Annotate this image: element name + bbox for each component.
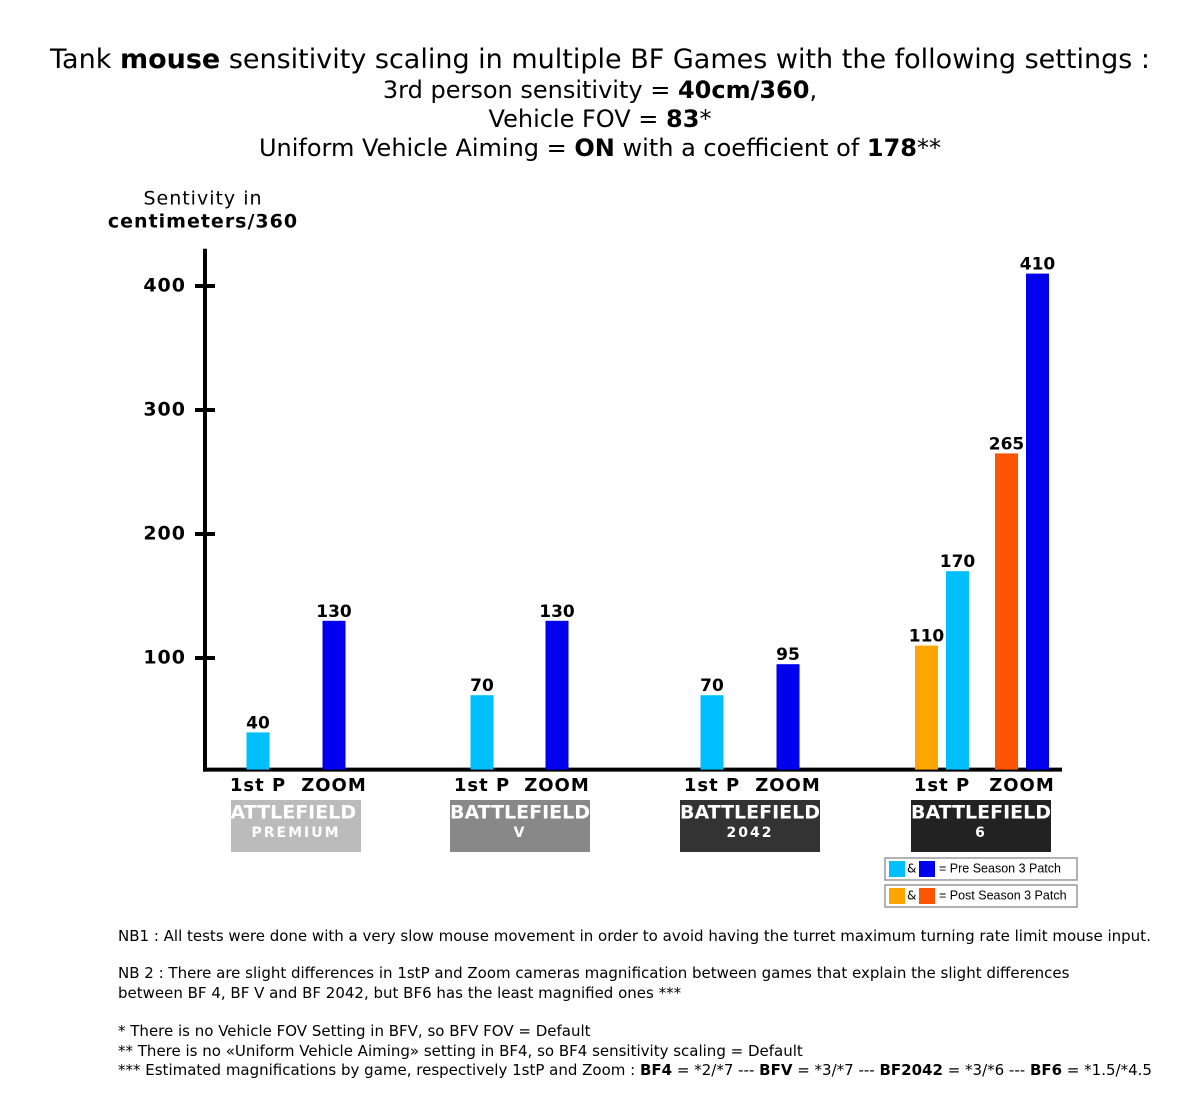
legend-swatch [919,888,935,904]
bar [946,571,969,770]
data-label: 70 [470,676,494,696]
text-segment: = *1.5/*4.5 [1062,1061,1152,1079]
x-tick-label: 1st P [230,775,286,796]
text-line: NB 2 : There are slight differences in 1… [118,964,1070,982]
legend-joiner: & [907,862,916,876]
text-segment: BF6 [1030,1061,1062,1079]
data-label: 410 [1020,255,1056,275]
text-segment: with a coefficient of [615,134,867,162]
bar [545,620,569,770]
legend-joiner: & [907,889,916,903]
y-axis-label: Sentivity in [143,188,262,210]
bar [776,664,800,770]
y-tick-label: 300 [143,399,186,421]
text-segment: * There is no Vehicle FOV Setting in BFV… [118,1022,591,1040]
y-tick-label: 200 [143,523,186,545]
logo-text: V [514,825,527,841]
x-tick-label: 1st P [454,775,510,796]
text-line: *** Estimated magnifications by game, re… [118,1061,1152,1079]
bar [700,695,724,770]
y-tick-label: 100 [143,647,186,669]
x-tick-label: ZOOM [524,775,590,796]
text-segment: NB1 : All tests were done with a very sl… [118,927,1151,945]
legend-label: = Pre Season 3 Patch [939,861,1061,875]
text-line: Tank mouse sensitivity scaling in multip… [49,44,1150,75]
x-tick-label: ZOOM [989,775,1055,796]
x-tick-label: ZOOM [301,775,367,796]
text-segment: 178 [867,134,917,162]
text-segment: = *3/*7 --- [792,1061,879,1079]
text-segment: Vehicle FOV = [489,105,667,133]
y-axis-label: centimeters/360 [108,211,298,233]
legend-swatch [919,861,935,877]
game-logo [231,800,361,852]
logo-text: BATTLEFIELD [680,802,820,824]
x-tick-label: 1st P [914,775,970,796]
game-logo [680,800,820,852]
text-segment: , [809,76,817,104]
x-tick-label: ZOOM [755,775,821,796]
text-segment: 3rd person sensitivity = [383,76,678,104]
text-line: NB1 : All tests were done with a very sl… [118,927,1151,945]
text-line: ** There is no «Uniform Vehicle Aiming» … [118,1042,803,1060]
logo-text: 6 [975,825,987,841]
bar [246,732,270,770]
logo-text: BATTLEFIELD [911,802,1051,824]
data-label: 95 [776,645,800,665]
bar [995,453,1018,770]
text-line: Uniform Vehicle Aiming = ON with a coeff… [259,134,941,162]
data-label: 170 [940,552,976,572]
text-segment: *** Estimated magnifications by game, re… [118,1061,640,1079]
text-segment: * [699,105,711,133]
text-segment: ON [574,134,615,162]
text-segment: mouse [120,44,220,75]
text-segment: ** [917,134,941,162]
text-segment: NB 2 : There are slight differences in 1… [118,964,1070,982]
text-segment: 83 [666,105,699,133]
text-segment: BF4 [640,1061,672,1079]
data-label: 110 [909,627,945,647]
text-segment: = *3/*6 --- [943,1061,1030,1079]
text-segment: Uniform Vehicle Aiming = [259,134,574,162]
data-label: 130 [539,602,575,622]
bar [470,695,494,770]
text-segment: ** There is no «Uniform Vehicle Aiming» … [118,1042,803,1060]
text-line: between BF 4, BF V and BF 2042, but BF6 … [118,984,682,1002]
text-line: Vehicle FOV = 83* [489,105,712,133]
legend-swatch [889,861,905,877]
legend-label: = Post Season 3 Patch [939,888,1067,902]
legend-swatch [889,888,905,904]
text-segment: between BF 4, BF V and BF 2042, but BF6 … [118,984,682,1002]
text-segment: BFV [759,1061,793,1079]
text-line: * There is no Vehicle FOV Setting in BFV… [118,1022,591,1040]
text-segment: Tank [49,44,120,75]
text-segment: 40cm/360 [678,76,810,104]
data-label: 70 [700,676,724,696]
game-logo [450,800,590,852]
bar [322,620,346,770]
logo-text: 2042 [727,825,774,841]
text-segment: BF2042 [879,1061,942,1079]
data-label: 265 [989,434,1025,454]
logo-text: PREMIUM [251,825,340,841]
x-tick-label: 1st P [684,775,740,796]
text-segment: = *2/*7 --- [672,1061,759,1079]
text-segment: sensitivity scaling in multiple BF Games… [220,44,1150,75]
logo-text: BATTLEFIELD 4 [216,802,376,824]
data-label: 130 [316,602,352,622]
bar [915,645,938,770]
text-line: 3rd person sensitivity = 40cm/360, [383,76,817,104]
data-label: 40 [246,713,270,733]
y-tick-label: 400 [143,275,186,297]
logo-text: BATTLEFIELD [450,802,590,824]
bar [1026,273,1049,770]
game-logo [911,800,1051,852]
